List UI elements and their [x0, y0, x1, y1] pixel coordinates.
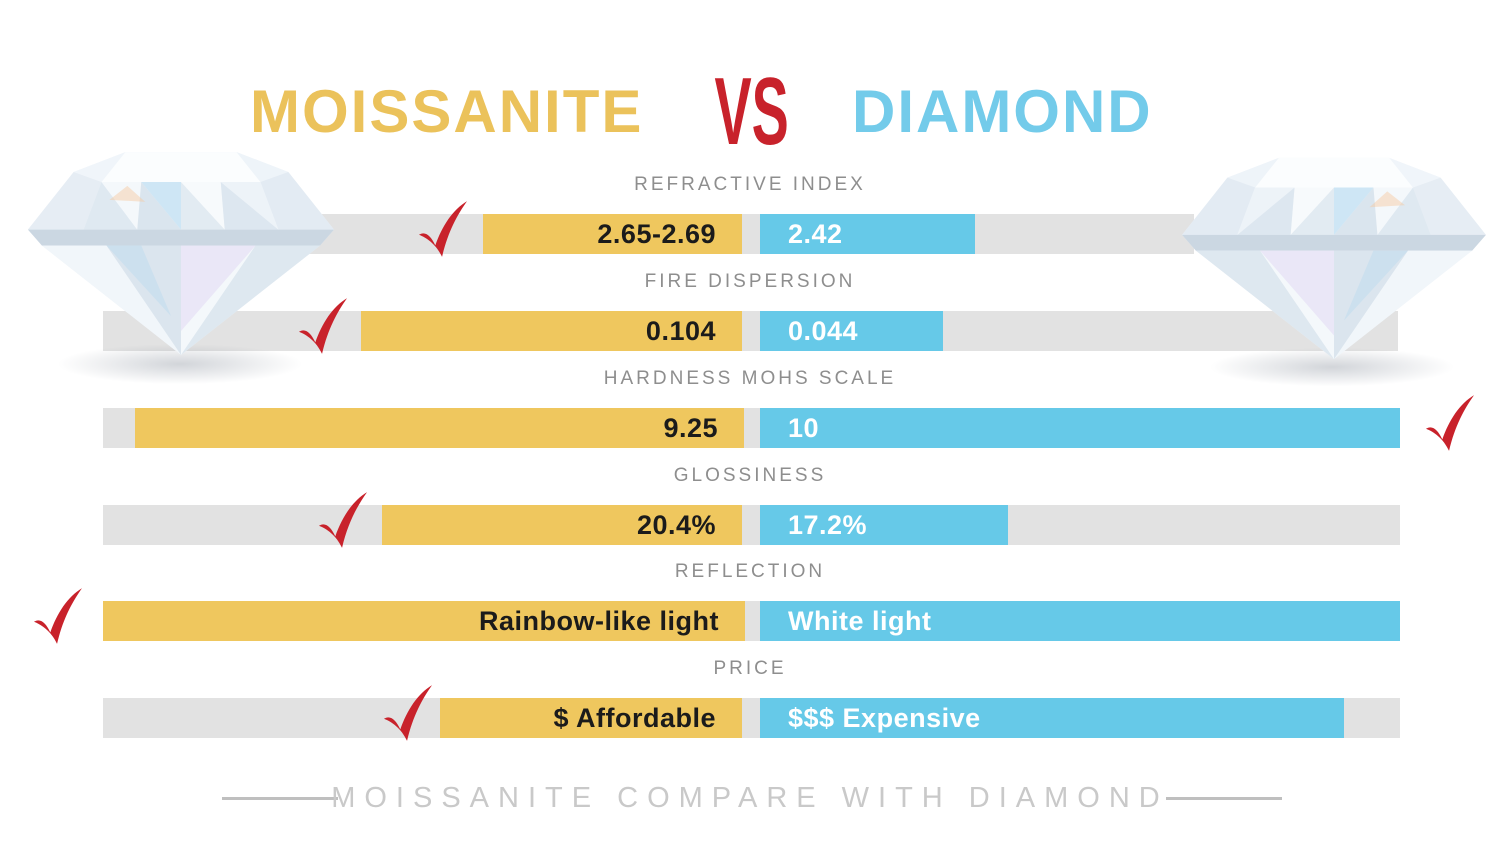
- moissanite-bar: 0.104: [361, 311, 742, 351]
- winner-check-icon: [297, 298, 349, 354]
- moissanite-value: $ Affordable: [553, 702, 716, 733]
- caption-rule-left: [222, 797, 338, 800]
- footer-caption: MOISSANITE COMPARE WITH DIAMOND: [331, 782, 1169, 814]
- moissanite-bar: Rainbow-like light: [103, 601, 745, 641]
- moissanite-bar: 9.25: [135, 408, 744, 448]
- diamond-gem-left-icon: [22, 142, 340, 365]
- moissanite-value: 9.25: [663, 412, 718, 443]
- diamond-value: 17.2%: [788, 509, 868, 540]
- diamond-bar: 2.42: [760, 214, 975, 254]
- winner-check-icon: [382, 685, 434, 741]
- title-diamond: DIAMOND: [852, 78, 1153, 145]
- row-category-label: HARDNESS MOHS SCALE: [603, 368, 897, 389]
- moissanite-value: 2.65-2.69: [597, 218, 716, 249]
- winner-check-icon: [317, 492, 369, 548]
- row-category-label: FIRE DISPERSION: [644, 271, 856, 292]
- moissanite-bar: 2.65-2.69: [483, 214, 742, 254]
- row-category-label: REFLECTION: [674, 561, 826, 582]
- row-category-label: REFRACTIVE INDEX: [634, 174, 866, 195]
- row-track: [103, 505, 1400, 545]
- diamond-bar: 10: [760, 408, 1400, 448]
- winner-check-icon: [32, 588, 84, 644]
- caption-rule-right: [1166, 797, 1282, 800]
- moissanite-bar: $ Affordable: [440, 698, 742, 738]
- winner-check-icon: [417, 201, 469, 257]
- diamond-bar: $$$ Expensive: [760, 698, 1344, 738]
- diamond-bar: 17.2%: [760, 505, 1008, 545]
- diamond-value: 2.42: [788, 218, 843, 249]
- diamond-bar: 0.044: [760, 311, 943, 351]
- moissanite-value: 0.104: [645, 315, 716, 346]
- row-category-label: GLOSSINESS: [673, 465, 827, 486]
- diamond-value: $$$ Expensive: [788, 702, 981, 733]
- title-moissanite: MOISSANITE: [250, 78, 644, 145]
- moissanite-value: 20.4%: [636, 509, 716, 540]
- diamond-gem-right-icon: [1176, 148, 1492, 369]
- row-category-label: PRICE: [713, 658, 787, 679]
- diamond-value: 10: [788, 412, 820, 443]
- diamond-value: 0.044: [788, 315, 859, 346]
- diamond-bar: White light: [760, 601, 1400, 641]
- moissanite-bar: 20.4%: [382, 505, 742, 545]
- diamond-value: White light: [788, 605, 932, 636]
- title-vs: VS: [714, 58, 789, 165]
- moissanite-value: Rainbow-like light: [478, 605, 719, 636]
- winner-check-icon: [1424, 395, 1476, 451]
